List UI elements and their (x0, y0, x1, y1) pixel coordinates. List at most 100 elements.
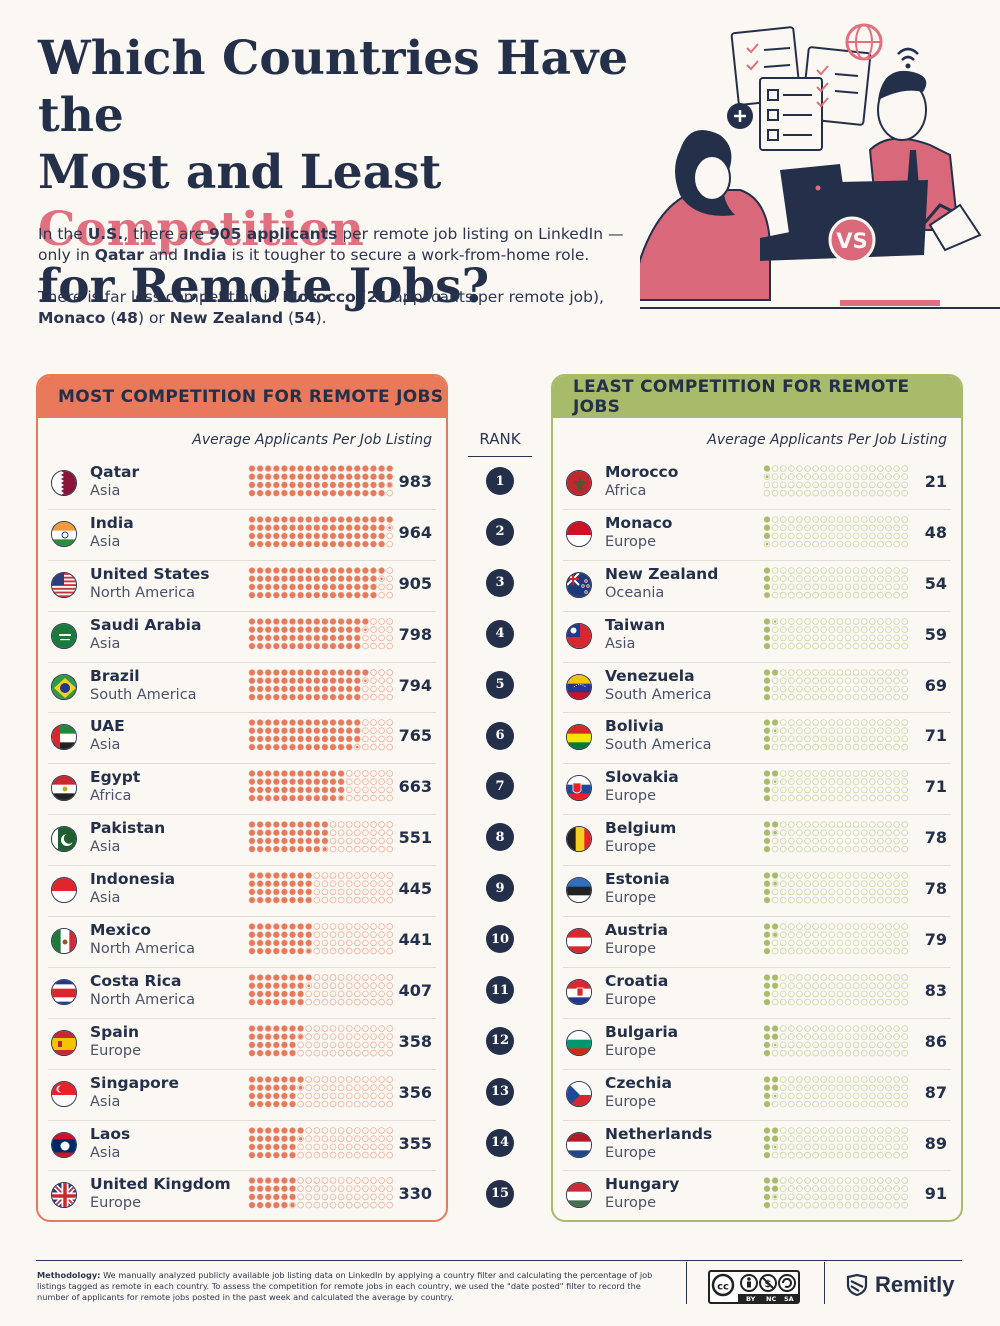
empty-dot (869, 1177, 876, 1185)
empty-dot (820, 626, 827, 633)
empty-dot (386, 896, 393, 904)
empty-dot (828, 931, 836, 939)
panel-title: LEAST COMPETITION FOR REMOTE JOBS (553, 376, 961, 418)
empty-dot (370, 770, 377, 778)
empty-dot (370, 939, 377, 947)
country-name: Croatia (605, 971, 669, 990)
empty-dot (378, 736, 385, 743)
empty-dot (860, 837, 868, 845)
empty-dot (329, 1100, 337, 1108)
applicant-value: 78 (924, 828, 947, 848)
intro-1-text: In the (38, 225, 88, 243)
empty-dot (812, 1194, 819, 1201)
empty-dot (852, 786, 860, 794)
empty-dot (804, 626, 811, 633)
filled-dot (249, 990, 255, 997)
mexico-flag-icon (51, 928, 77, 955)
empty-dot (763, 617, 771, 625)
empty-dot (796, 1100, 803, 1108)
rank-header: RANK (479, 430, 521, 448)
filled-dot (289, 880, 296, 887)
empty-dot (869, 719, 876, 727)
empty-dot (779, 693, 787, 700)
empty-dot (901, 524, 908, 531)
filled-dot (764, 677, 770, 684)
filled-dot (273, 982, 280, 989)
filled-dot (273, 1151, 280, 1158)
laos-flag-icon (51, 1131, 77, 1158)
filled-dot (281, 642, 288, 649)
empty-dot (885, 1194, 892, 1201)
empty-dot (828, 1134, 836, 1142)
filled-dot (249, 541, 255, 547)
region-name: Oceania (605, 584, 665, 601)
empty-dot (313, 1100, 321, 1108)
filled-dot (305, 940, 312, 946)
empty-dot (860, 974, 868, 981)
filled-dot (370, 490, 377, 496)
empty-dot (836, 939, 844, 947)
empty-dot (297, 1194, 304, 1201)
empty-dot (771, 795, 779, 802)
filled-dot (298, 1085, 303, 1090)
empty-dot (877, 837, 884, 845)
filled-dot (330, 779, 336, 785)
empty-dot (313, 668, 321, 676)
empty-dot (337, 931, 345, 939)
rank-badge: 5 (486, 670, 514, 699)
filled-dot (330, 465, 336, 472)
filled-dot (289, 1041, 296, 1048)
empty-dot (860, 923, 868, 930)
empty-dot (877, 880, 884, 888)
empty-dot (820, 516, 827, 523)
filled-dot (370, 516, 377, 523)
empty-dot (321, 1134, 329, 1142)
empty-dot (885, 736, 892, 743)
empty-dot (313, 947, 321, 955)
filled-dot (378, 532, 385, 539)
empty-dot (370, 1075, 377, 1083)
empty-dot (305, 770, 312, 778)
empty-dot (779, 1092, 787, 1099)
empty-dot (337, 1143, 345, 1150)
filled-dot (273, 821, 280, 828)
empty-dot (844, 575, 852, 582)
empty-dot (820, 1041, 827, 1048)
empty-dot (860, 947, 868, 955)
empty-dot (345, 1202, 353, 1209)
empty-dot (828, 778, 836, 786)
empty-dot (852, 1024, 860, 1032)
filled-dot (305, 779, 312, 785)
empty-dot (378, 676, 385, 684)
empty-dot (771, 982, 779, 989)
empty-dot (820, 634, 827, 641)
filled-dot (265, 583, 272, 590)
filled-dot (346, 642, 353, 649)
empty-dot (820, 1143, 827, 1150)
empty-dot (828, 1033, 836, 1040)
empty-dot (779, 990, 787, 998)
empty-dot (305, 947, 312, 955)
empty-dot (779, 1126, 787, 1134)
empty-dot (787, 872, 795, 879)
empty-dot (354, 1151, 361, 1158)
empty-dot (877, 1185, 884, 1193)
empty-dot (779, 1194, 787, 1201)
filled-dot (386, 465, 393, 472)
empty-dot (337, 888, 345, 896)
empty-dot (337, 1185, 345, 1193)
empty-dot (386, 532, 393, 540)
empty-dot (852, 566, 860, 574)
empty-dot (812, 1092, 819, 1099)
empty-dot (313, 990, 321, 998)
empty-dot (860, 1202, 868, 1209)
empty-dot (779, 795, 787, 802)
filled-dot (297, 591, 304, 598)
filled-dot (773, 1195, 777, 1199)
empty-dot (386, 668, 393, 676)
filled-dot (289, 720, 296, 726)
applicant-dot-bar (763, 770, 908, 802)
empty-dot (852, 1075, 860, 1083)
empty-dot (852, 1151, 860, 1158)
filled-dot (297, 728, 304, 735)
